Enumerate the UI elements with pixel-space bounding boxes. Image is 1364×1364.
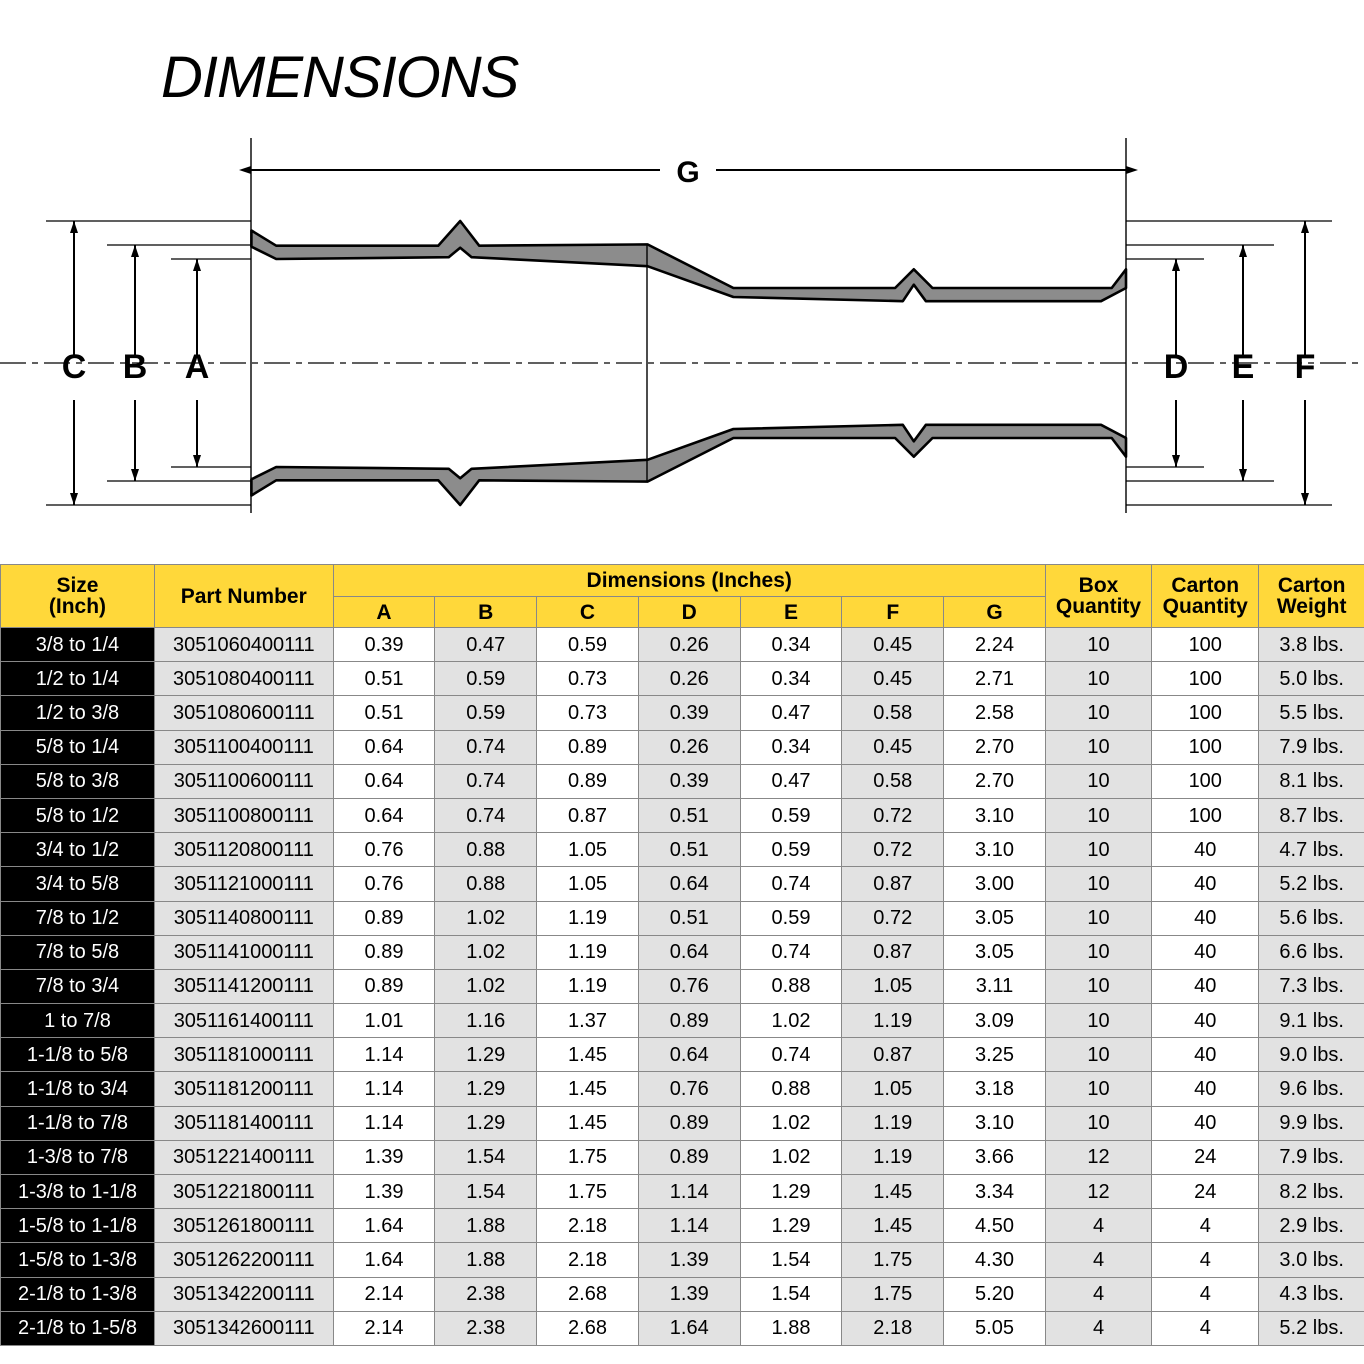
svg-text:E: E (1232, 348, 1255, 386)
svg-text:G: G (676, 156, 699, 189)
svg-text:C: C (62, 348, 87, 386)
svg-text:F: F (1295, 348, 1316, 386)
svg-text:B: B (123, 348, 148, 386)
svg-text:A: A (185, 348, 210, 386)
svg-text:D: D (1164, 348, 1189, 386)
